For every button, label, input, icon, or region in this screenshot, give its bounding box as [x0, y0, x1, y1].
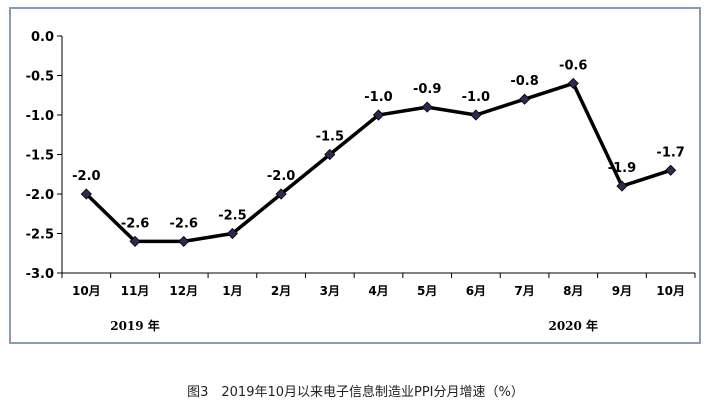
y-tick-label: -0.5: [26, 70, 54, 85]
data-point-marker: [519, 93, 531, 105]
data-point-marker: [324, 148, 336, 161]
data-point-marker: [567, 77, 579, 89]
data-point-marker: [665, 164, 677, 176]
x-tick-label: 3月: [320, 284, 340, 298]
data-label: -2.0: [72, 169, 100, 184]
x-tick-label: 10月: [656, 284, 685, 298]
data-point-marker: [421, 101, 433, 113]
x-tick-label: 12月: [169, 284, 198, 298]
data-point-marker: [372, 109, 385, 121]
x-tick-label: 11月: [121, 284, 150, 298]
data-point-marker: [226, 227, 238, 240]
x-tick-label: 4月: [368, 284, 388, 298]
data-label: -2.6: [170, 216, 198, 231]
data-label: -1.0: [462, 90, 490, 105]
x-tick-label: 2月: [271, 284, 291, 298]
data-point-marker: [178, 235, 190, 247]
x-tick-label: 7月: [514, 284, 534, 298]
x-tick-label: 10月: [72, 284, 101, 298]
data-label: -2.5: [218, 209, 246, 224]
y-tick-label: 0.0: [31, 30, 54, 45]
y-tick-label: -2.0: [26, 188, 54, 203]
chart-frame: 0.0 -0.5 -1.0 -1.5 -2.0 -2.5 -3.0 10月 11月 12月 1月 2月…: [9, 7, 701, 344]
line-chart: 0.0 -0.5 -1.0 -1.5 -2.0 -2.5 -3.0 10月 11月 12月 1月 2月…: [26, 30, 696, 333]
data-label: -0.6: [559, 58, 587, 73]
data-label: -1.5: [316, 130, 344, 145]
data-label: -1.0: [364, 90, 392, 105]
year-label: 2020 年: [548, 318, 598, 333]
data-label: -2.6: [121, 216, 149, 231]
x-tick-label: 5月: [417, 284, 437, 298]
y-tick-label: -1.0: [26, 109, 54, 124]
data-point-marker: [470, 109, 482, 121]
x-tick-label: 1月: [222, 284, 242, 298]
y-tick-label: -3.0: [26, 267, 54, 282]
x-tick-label: 6月: [466, 284, 486, 298]
y-tick-label: -1.5: [26, 149, 54, 164]
data-point-marker: [616, 180, 628, 192]
data-point-marker: [80, 188, 92, 200]
data-label: -1.9: [608, 161, 636, 176]
data-label: -0.9: [413, 82, 441, 97]
x-tick-label: 8月: [563, 284, 583, 298]
data-label: -1.7: [656, 145, 684, 160]
data-label: -0.8: [510, 74, 538, 89]
data-label: -2.0: [267, 169, 295, 184]
figure-caption: 图3 2019年10月以来电子信息制造业PPI分月增速（%）: [187, 385, 524, 400]
data-point-marker: [275, 188, 287, 200]
y-tick-label: -2.5: [26, 228, 54, 243]
year-label: 2019 年: [110, 318, 160, 333]
data-point-marker: [129, 235, 141, 247]
x-tick-label: 9月: [612, 284, 632, 298]
